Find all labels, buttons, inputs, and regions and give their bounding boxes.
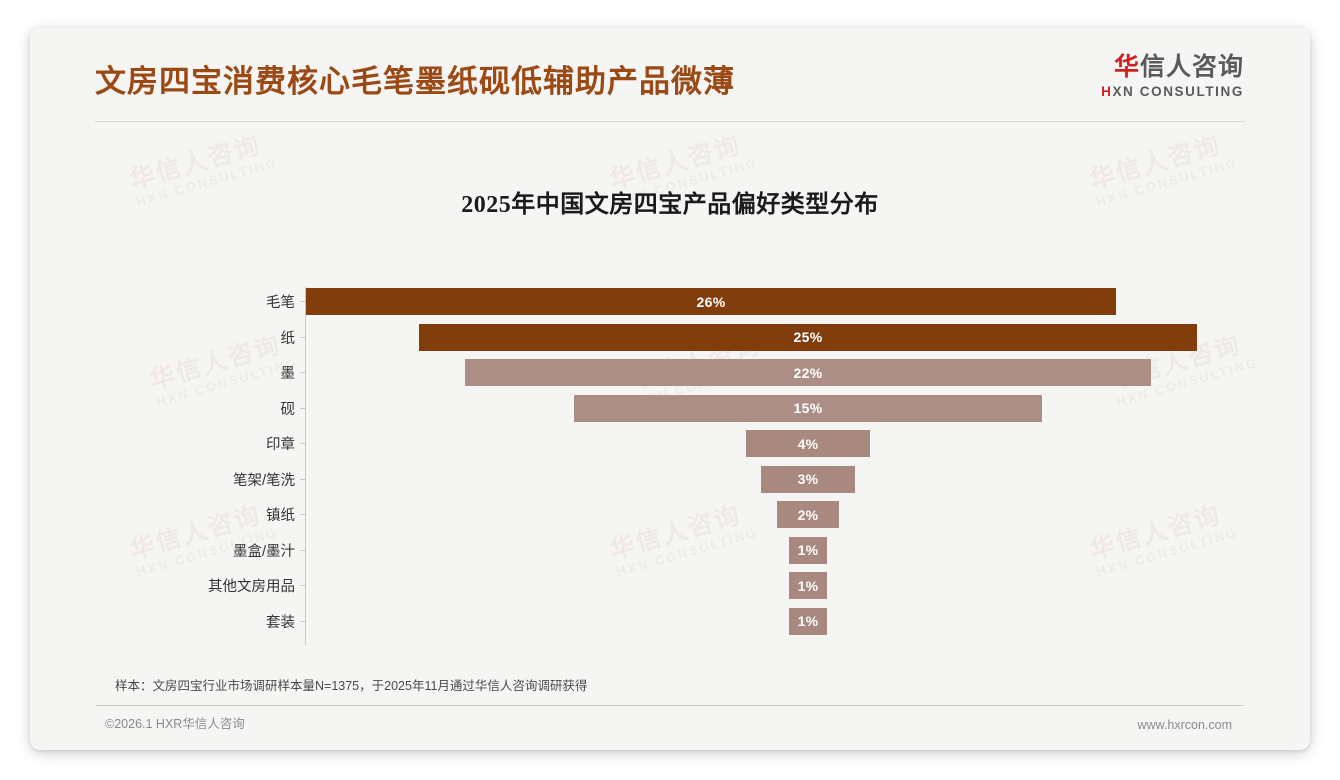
bar-value-label: 1% — [797, 613, 819, 630]
bar-track: 2% — [306, 497, 1310, 533]
bar-value-label: 25% — [793, 329, 823, 346]
bar-track: 4% — [306, 426, 1310, 462]
bar-value-label: 3% — [797, 471, 819, 488]
axis-tick — [300, 585, 305, 587]
bar-value-label: 26% — [696, 293, 726, 310]
bar-track: 1% — [306, 568, 1310, 604]
chart-bar[interactable]: 3% — [761, 465, 855, 493]
logo-en-rest: XN CONSULTING — [1112, 83, 1244, 99]
logo-en-highlight: H — [1101, 83, 1113, 99]
chart-bar[interactable]: 1% — [789, 607, 827, 635]
source-note: 样本：文房四宝行业市场调研样本量N=1375，于2025年11月通过华信人咨询调… — [115, 679, 588, 693]
y-axis-line — [305, 287, 306, 645]
bar-track: 26% — [306, 284, 1310, 320]
chart-bar[interactable]: 25% — [418, 323, 1198, 351]
chart-bar[interactable]: 1% — [789, 572, 827, 600]
category-label: 纸 — [280, 330, 296, 347]
chart-bar-row: 印章 4% — [30, 426, 1310, 462]
chart-container: 2025年中国文房四宝产品偏好类型分布 毛笔 26% 纸 25% 墨 22% 砚 15% 印章 4… — [30, 124, 1310, 684]
logo-english-text: HXN CONSULTING — [1101, 84, 1244, 99]
axis-tick — [300, 443, 305, 445]
axis-tick — [300, 407, 305, 409]
category-label: 印章 — [266, 437, 295, 454]
bar-track: 1% — [306, 604, 1310, 640]
bar-value-label: 22% — [793, 364, 823, 381]
bar-value-label: 1% — [797, 542, 819, 559]
category-label: 墨 — [280, 366, 296, 383]
slide-header: 文房四宝消费核心毛笔墨纸砚低辅助产品微薄 华信人咨询 HXN CONSULTIN… — [30, 28, 1310, 124]
chart-title: 2025年中国文房四宝产品偏好类型分布 — [461, 192, 879, 218]
chart-bar-row: 墨盒/墨汁 1% — [30, 533, 1310, 569]
category-label: 墨盒/墨汁 — [232, 543, 295, 560]
page-title: 文房四宝消费核心毛笔墨纸砚低辅助产品微薄 — [95, 64, 735, 99]
axis-tick — [300, 478, 305, 480]
category-label: 其他文房用品 — [208, 579, 295, 596]
chart-bar[interactable]: 15% — [574, 394, 1042, 422]
bar-value-label: 15% — [793, 400, 823, 417]
chart-bar[interactable]: 4% — [745, 430, 871, 458]
category-label: 镇纸 — [266, 508, 295, 525]
chart-bar-row: 墨 22% — [30, 355, 1310, 391]
chart-bar-row: 毛笔 26% — [30, 284, 1310, 320]
website-link[interactable]: www.hxrcon.com — [1137, 718, 1232, 732]
bar-rows: 毛笔 26% 纸 25% 墨 22% 砚 15% 印章 4% 笔架/笔洗 3% 镇纸 2% 墨盒/墨汁 1% 其… — [30, 284, 1310, 639]
slide-canvas: 华信人咨询 HXN CONSULTING 华信人咨询 HXN CONSULTING 华信… — [30, 28, 1310, 750]
chart-bar-row: 镇纸 2% — [30, 497, 1310, 533]
logo-cn-rest: 信人咨询 — [1139, 53, 1244, 81]
category-label: 套装 — [266, 614, 295, 631]
bar-track: 1% — [306, 533, 1310, 569]
axis-tick — [300, 372, 305, 374]
axis-tick — [300, 336, 305, 338]
brand-logo: 华信人咨询 HXN CONSULTING — [1101, 53, 1244, 99]
chart-plot-area: 毛笔 26% 纸 25% 墨 22% 砚 15% 印章 4% 笔架/笔洗 3% 镇纸 2% 墨盒/墨汁 1% 其… — [30, 284, 1310, 652]
bar-track: 15% — [306, 391, 1310, 427]
chart-bar-row: 笔架/笔洗 3% — [30, 462, 1310, 498]
chart-bar[interactable]: 22% — [465, 359, 1151, 387]
logo-chinese-text: 华信人咨询 — [1101, 53, 1244, 82]
category-label: 笔架/笔洗 — [232, 472, 295, 489]
footer-divider — [96, 705, 1244, 706]
bar-value-label: 1% — [797, 577, 819, 594]
bar-value-label: 2% — [797, 506, 819, 523]
chart-bar-row: 纸 25% — [30, 320, 1310, 356]
chart-bar[interactable]: 2% — [776, 501, 840, 529]
axis-tick — [300, 301, 305, 303]
category-label: 毛笔 — [266, 295, 295, 312]
bar-track: 3% — [306, 462, 1310, 498]
copyright-text: ©2026.1 HXR华信人咨询 — [105, 717, 245, 731]
chart-bar[interactable]: 1% — [789, 536, 827, 564]
chart-bar-row: 砚 15% — [30, 391, 1310, 427]
logo-cn-highlight: 华 — [1113, 53, 1140, 81]
bar-value-label: 4% — [797, 435, 819, 452]
axis-tick — [300, 620, 305, 622]
category-label: 砚 — [280, 401, 296, 418]
chart-bar-row: 套装 1% — [30, 604, 1310, 640]
axis-tick — [300, 514, 305, 516]
header-divider — [95, 121, 1245, 122]
axis-tick — [300, 549, 305, 551]
bar-track: 22% — [306, 355, 1310, 391]
bar-track: 25% — [306, 320, 1310, 356]
chart-bar[interactable]: 26% — [306, 288, 1116, 316]
chart-bar-row: 其他文房用品 1% — [30, 568, 1310, 604]
